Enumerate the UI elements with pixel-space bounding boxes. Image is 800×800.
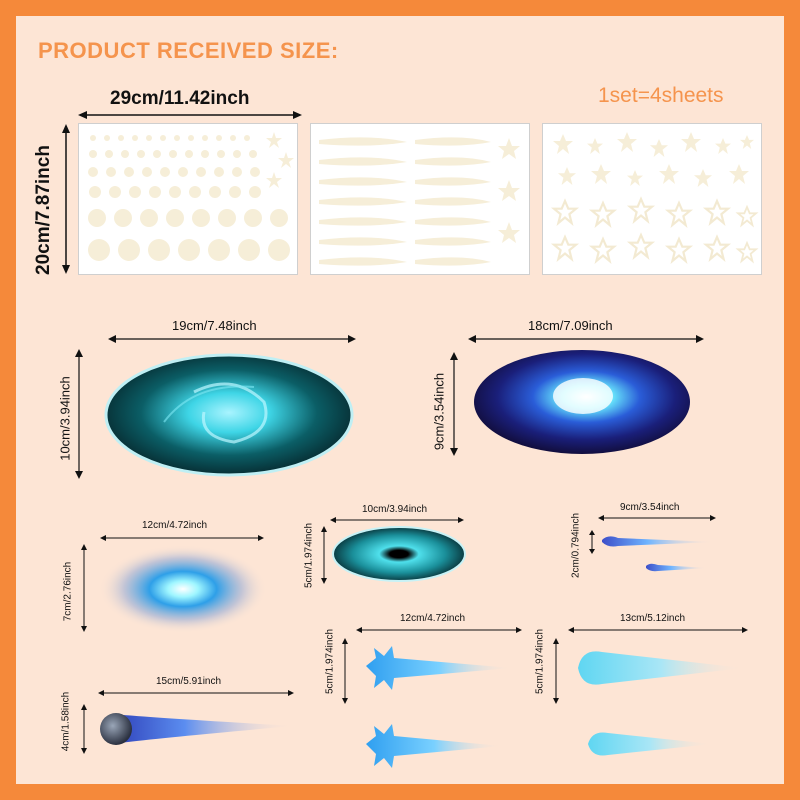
- black-hole-height-label: 5cm/1.974inch: [303, 522, 315, 589]
- black-hole-height-arrow: [321, 526, 327, 584]
- comet-rock-width-arrow: [98, 690, 294, 696]
- comet-rock-height-label: 4cm/1.58inch: [60, 691, 72, 752]
- galaxy-teal-height-arrow: [75, 349, 83, 479]
- teal-galaxy-sticker: [104, 353, 354, 477]
- comet-soft-height-arrow: [553, 638, 559, 704]
- sheet-dots: [78, 123, 298, 275]
- galaxy-blue-height-label: 9cm/3.54inch: [431, 372, 447, 451]
- small-comets-height-label: 2cm/0.794inch: [570, 512, 582, 579]
- galaxy-blue-width-arrow: [468, 335, 704, 343]
- small-comets-sticker: [602, 536, 716, 572]
- small-comets-height-arrow: [589, 530, 595, 554]
- comet-spiky-width-arrow: [356, 627, 522, 633]
- spiky-comets-sticker: [366, 646, 512, 768]
- glow-stars-pattern: [552, 132, 757, 263]
- nebula-width-label: 12cm/4.72inch: [142, 520, 208, 531]
- galaxy-teal-width-label: 19cm/7.48inch: [172, 318, 257, 333]
- sheet-width-label: 29cm/11.42inch: [110, 88, 250, 109]
- page-title: PRODUCT RECEIVED SIZE:: [38, 38, 339, 63]
- comet-spiky-height-arrow: [342, 638, 348, 704]
- galaxy-teal-width-arrow: [108, 335, 356, 343]
- nebula-height-arrow: [81, 544, 87, 632]
- product-size-panel: PRODUCT RECEIVED SIZE: 1set=4sheets 29cm…: [16, 16, 784, 784]
- small-comets-width-arrow: [598, 515, 716, 521]
- galaxy-blue-width-label: 18cm/7.09inch: [528, 318, 613, 333]
- glow-dots-pattern: [88, 132, 294, 261]
- sheet-stars: [542, 123, 762, 275]
- soft-comets-sticker: [578, 651, 744, 756]
- galaxy-blue-height-arrow: [450, 352, 458, 456]
- comet-spiky-width-label: 12cm/4.72inch: [400, 613, 466, 624]
- nebula-height-label: 7cm/2.76inch: [62, 561, 74, 622]
- galaxy-teal-height-label: 10cm/3.94inch: [57, 376, 73, 461]
- sheet-height-arrow: [62, 124, 70, 274]
- black-hole-width-label: 10cm/3.94inch: [362, 504, 428, 515]
- comet-rock-height-arrow: [81, 704, 87, 754]
- blue-nebula-sticker: [99, 545, 267, 633]
- comet-soft-height-label: 5cm/1.974inch: [534, 628, 546, 695]
- rock-comet-sticker: [100, 713, 294, 745]
- comet-spiky-height-label: 5cm/1.974inch: [324, 628, 336, 695]
- black-hole-sticker: [332, 526, 466, 582]
- black-hole-width-arrow: [330, 517, 464, 523]
- comet-rock-width-label: 15cm/5.91inch: [156, 676, 222, 687]
- sheet-height-label: 20cm/7.87inch: [33, 145, 54, 275]
- nebula-width-arrow: [100, 535, 264, 541]
- sheet-width-arrow: [78, 111, 302, 119]
- set-count-label: 1set=4sheets: [598, 84, 724, 107]
- glow-comet-tails-pattern: [319, 137, 520, 266]
- small-comets-width-label: 9cm/3.54inch: [620, 502, 680, 513]
- comet-soft-width-arrow: [568, 627, 748, 633]
- sheet-comet-tails: [310, 123, 530, 275]
- comet-soft-width-label: 13cm/5.12inch: [620, 613, 686, 624]
- blue-galaxy-sticker: [474, 350, 690, 454]
